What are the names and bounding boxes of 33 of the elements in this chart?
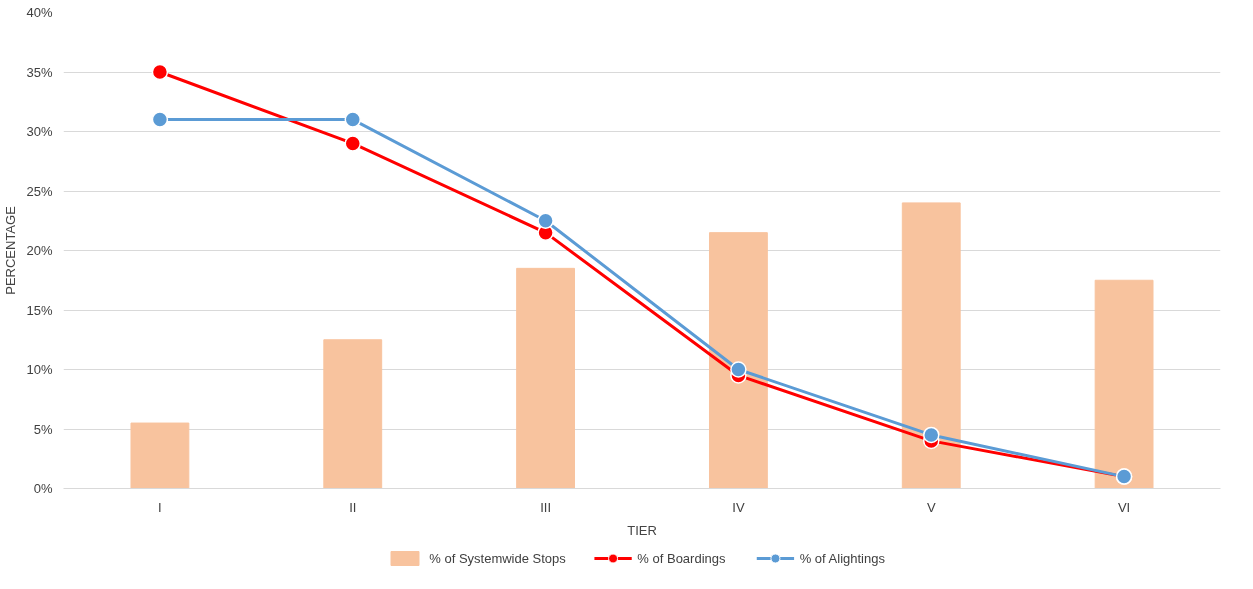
point: [344, 135, 361, 152]
bar: [130, 422, 190, 489]
bar: [708, 232, 768, 489]
bar: [323, 339, 383, 489]
point: [730, 361, 747, 378]
x-tick-label: III: [540, 499, 552, 515]
legend-label: % of Alightings: [799, 551, 886, 566]
bar: [516, 267, 576, 489]
y-tick-label: 15%: [26, 302, 53, 318]
point: [151, 111, 169, 128]
y-tick-label: 35%: [26, 64, 53, 80]
bar: [901, 202, 961, 489]
y-tick-label: 25%: [26, 183, 53, 199]
point: [344, 111, 361, 128]
x-tick-label: II: [349, 499, 357, 515]
y-tick-label: 10%: [26, 362, 53, 377]
x-tick-label: IV: [732, 499, 745, 515]
legend-label: % of Systemwide Stops: [429, 551, 567, 566]
x-tick-label: I: [158, 499, 162, 515]
y-tick-label: 0%: [33, 481, 53, 496]
point: [923, 426, 940, 444]
y-tick-label: 5%: [33, 421, 53, 437]
point: [537, 212, 554, 229]
y-tick-label: 40%: [26, 5, 53, 20]
x-tick-label: V: [926, 499, 936, 515]
x-axis-title: TIER: [627, 522, 657, 538]
y-tick-label: 20%: [26, 243, 53, 258]
x-tick-label: VI: [1117, 499, 1131, 515]
y-tick-label: 30%: [26, 124, 53, 139]
y-axis-title: PERCENTAGE: [3, 205, 19, 295]
bar: [1094, 279, 1154, 489]
point: [151, 63, 169, 81]
legend-label: % of Boardings: [637, 551, 726, 566]
